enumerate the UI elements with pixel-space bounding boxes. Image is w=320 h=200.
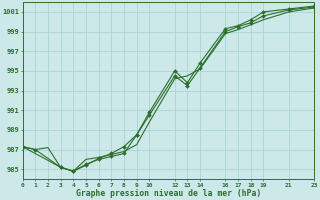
X-axis label: Graphe pression niveau de la mer (hPa): Graphe pression niveau de la mer (hPa) bbox=[76, 189, 261, 198]
